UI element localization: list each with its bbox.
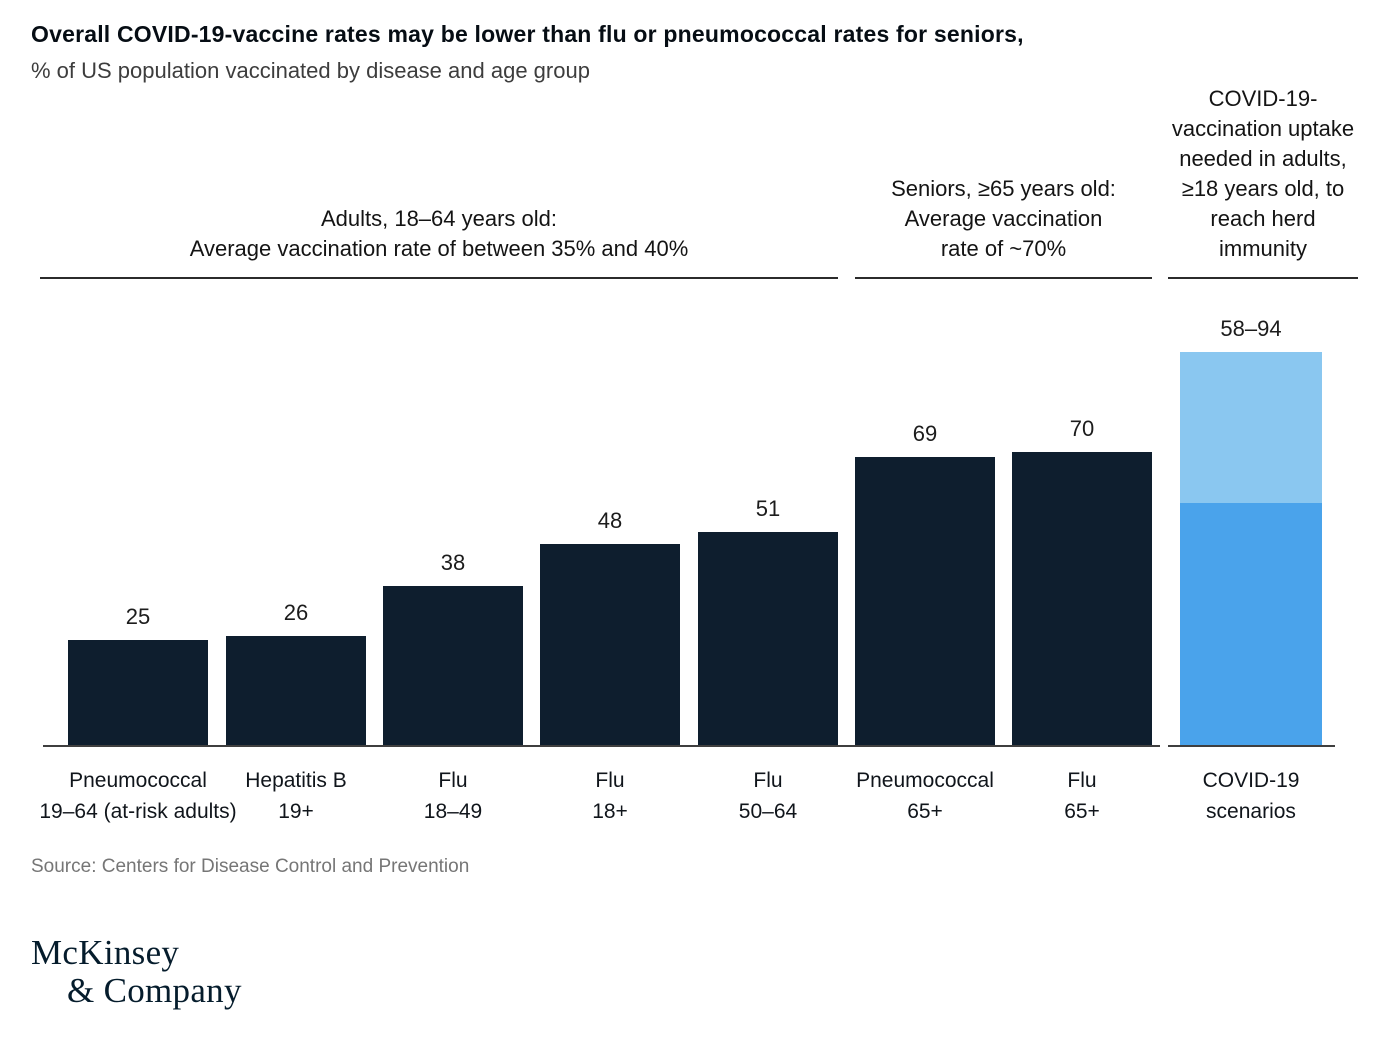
bar-flu-50-64 xyxy=(698,532,838,745)
bar-value-label: 38 xyxy=(440,550,466,575)
bar-category-label: Flu 50–64 xyxy=(738,769,798,823)
bar-value-label: 48 xyxy=(597,508,623,533)
bar-value-label: 58–94 xyxy=(1220,316,1282,341)
bar-category-label: Flu 65+ xyxy=(1064,769,1100,823)
bar-flu-18-49 xyxy=(383,586,523,745)
page-subtitle: % of US population vaccinated by disease… xyxy=(31,58,590,83)
bar-pneumococcal-65 xyxy=(855,457,995,745)
bar-covid-19-scenarios xyxy=(1180,352,1322,745)
logo-line-1: McKinsey xyxy=(31,933,180,972)
bar-value-label: 69 xyxy=(912,421,938,446)
group-header-adults: Adults, 18–64 years old: Average vaccina… xyxy=(40,204,838,279)
bar-segment-low xyxy=(1180,503,1322,745)
bar-flu-65 xyxy=(1012,452,1152,745)
source-note: Source: Centers for Disease Control and … xyxy=(31,856,470,877)
bar-category-label: Pneumococcal 19–64 (at-risk adults) xyxy=(39,769,237,823)
bar-pneumococcal-19-64-at-risk-adults xyxy=(68,640,208,745)
x-axis-line-main xyxy=(43,745,1160,747)
bar-value-label: 26 xyxy=(283,600,309,625)
mckinsey-logo: McKinsey & Company xyxy=(31,934,242,1010)
group-header-covid: COVID-19- vaccination uptake needed in a… xyxy=(1168,84,1358,279)
bar-segment-high xyxy=(1180,352,1322,503)
bar-value-label: 25 xyxy=(125,604,151,629)
bar-category-label: Hepatitis B 19+ xyxy=(245,769,347,823)
bar-category-label: Pneumococcal 65+ xyxy=(856,769,994,823)
bar-category-label: Flu 18–49 xyxy=(423,769,483,823)
bar-flu-18 xyxy=(540,544,680,745)
bar-category-label: COVID-19 scenarios xyxy=(1202,769,1300,823)
x-axis-line-covid xyxy=(1168,745,1335,747)
bar-value-label: 70 xyxy=(1069,416,1095,441)
page-title: Overall COVID-19-vaccine rates may be lo… xyxy=(31,21,1024,47)
bar-value-label: 51 xyxy=(755,496,781,521)
bar-category-label: Flu 18+ xyxy=(592,769,628,823)
logo-line-2: & Company xyxy=(67,971,242,1010)
group-header-seniors: Seniors, ≥65 years old: Average vaccinat… xyxy=(855,174,1152,279)
bar-hepatitis-b-19 xyxy=(226,636,366,745)
